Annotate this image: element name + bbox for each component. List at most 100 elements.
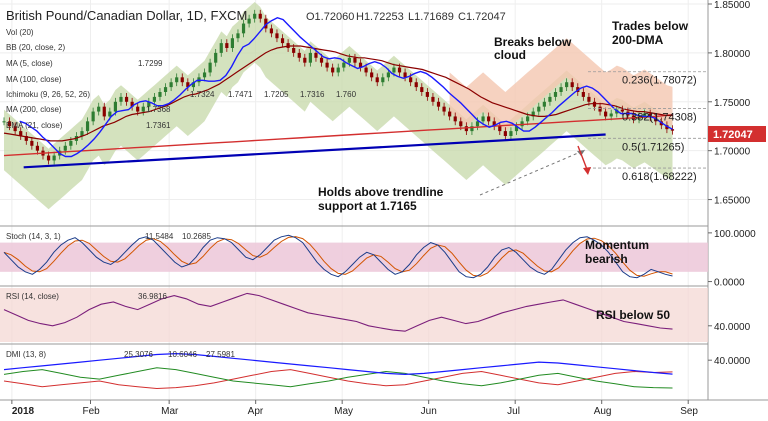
candle-body	[492, 121, 496, 127]
candlesticks	[2, 9, 675, 165]
legend-vol[interactable]: Vol (20)	[6, 28, 34, 37]
candle-body	[130, 101, 134, 107]
legend-dmi[interactable]: DMI (13, 8)	[6, 350, 46, 359]
annotation-momentum-1: Momentum	[585, 238, 649, 252]
annotation-breaks-2: cloud	[494, 48, 526, 62]
candle-body	[158, 92, 162, 97]
candle-body	[147, 101, 151, 107]
candle-body	[85, 121, 90, 132]
legend-rsi[interactable]: RSI (14, close)	[6, 292, 59, 301]
ichimoku-value-4: 1.7316	[300, 90, 325, 99]
annotation-breaks-1: Breaks below	[494, 35, 572, 49]
x-tick-label: Feb	[83, 406, 101, 417]
candle-body	[314, 52, 318, 58]
legend-ma5-value: 1.7299	[138, 59, 163, 68]
candle-body	[448, 111, 452, 117]
candle-body	[325, 62, 329, 68]
x-tick-label: Sep	[680, 406, 698, 417]
stoch-k-line	[3, 234, 673, 279]
last-price-badge	[708, 126, 766, 142]
candle-body	[169, 82, 173, 88]
candle-body	[459, 121, 463, 127]
last-price-value: 1.72047	[713, 129, 753, 141]
candle-body	[24, 136, 28, 141]
candle-body	[392, 67, 396, 73]
legend-stoch[interactable]: Stoch (14, 3, 1)	[6, 232, 61, 241]
annotation-holds-2: support at 1.7165	[318, 199, 417, 213]
legend-ma200[interactable]: MA (200, close)	[6, 105, 62, 114]
legend-ema21-value: 1.7361	[146, 121, 171, 130]
candle-body	[520, 121, 524, 127]
candle-body	[191, 82, 196, 88]
annotation-trades-below-2: 200-DMA	[612, 33, 664, 47]
legend-ma5[interactable]: MA (5, close)	[6, 59, 53, 68]
y-tick-label: 1.70000	[714, 147, 751, 158]
rsi-line	[3, 292, 673, 332]
candle-body	[397, 67, 402, 73]
y-tick-label: 0.0000	[714, 278, 745, 289]
candle-body	[275, 33, 279, 39]
annotation-holds-1: Holds above trendline	[318, 185, 444, 199]
candle-body	[180, 77, 184, 83]
candle-body	[481, 116, 485, 122]
adx-line	[3, 352, 673, 376]
candle-body	[214, 52, 218, 63]
candle-body	[475, 121, 480, 127]
candle-body	[453, 116, 457, 122]
candle-body	[208, 62, 212, 73]
ichimoku-value-5: 1.760	[336, 90, 357, 99]
candle-body	[186, 82, 190, 88]
candle-body	[331, 67, 335, 73]
candle-body	[670, 129, 675, 131]
ohlc-low: L1.71689	[408, 11, 454, 23]
candle-body	[2, 121, 6, 123]
candle-body	[648, 113, 652, 118]
candle-body	[230, 38, 234, 48]
legend-ma200-value: 1.7368	[146, 105, 171, 114]
legend-ma100[interactable]: MA (100, close)	[6, 75, 62, 84]
y-tick-label: 40.0000	[714, 322, 751, 333]
candle-body	[498, 126, 502, 132]
stoch-d-value: 10.2685	[182, 232, 211, 241]
fib-label: 0.5(1.71265)	[622, 141, 684, 153]
legend-ichimoku[interactable]: Ichimoku (9, 26, 52, 26)	[6, 90, 90, 99]
candle-body	[102, 106, 106, 117]
candle-body	[52, 155, 56, 161]
annotation-momentum-2: bearish	[585, 252, 628, 266]
candle-body	[537, 106, 541, 112]
legend-bb[interactable]: BB (20, close, 2)	[6, 43, 65, 52]
legend-ema21[interactable]: EMA (21, close)	[6, 121, 63, 130]
candle-body	[643, 113, 647, 117]
y-tick-label: 1.75000	[714, 98, 751, 109]
fib-label: 0.382(1.74308)	[622, 112, 697, 124]
rsi-band	[0, 288, 708, 342]
ichimoku-cloud	[4, 2, 673, 210]
candle-body	[30, 140, 34, 146]
candle-body	[553, 92, 558, 97]
candle-body	[319, 57, 324, 63]
candle-body	[587, 96, 591, 102]
candle-body	[97, 106, 101, 112]
candle-body	[113, 101, 118, 112]
candle-body	[542, 101, 546, 107]
x-tick-label: 2018	[12, 406, 35, 417]
candle-body	[565, 82, 569, 88]
candle-body	[124, 96, 129, 102]
x-tick-label: Jul	[507, 406, 520, 417]
candle-body	[358, 62, 363, 68]
rsi-value: 36.9816	[138, 292, 167, 301]
candle-body	[297, 52, 301, 58]
candle-body	[381, 77, 385, 83]
candle-body	[470, 126, 474, 132]
candle-body	[464, 126, 468, 132]
price-axis-ticks: 1.85000 1.80000 1.75000 1.70000 1.65000 100.0…	[708, 0, 756, 367]
candle-body	[136, 106, 140, 112]
candle-body	[7, 121, 12, 127]
candle-body	[46, 155, 51, 161]
candle-body	[615, 109, 619, 114]
candle-body	[570, 82, 574, 88]
y-tick-label: 100.0000	[714, 229, 756, 240]
candle-body	[620, 109, 624, 112]
candle-body	[414, 82, 418, 88]
